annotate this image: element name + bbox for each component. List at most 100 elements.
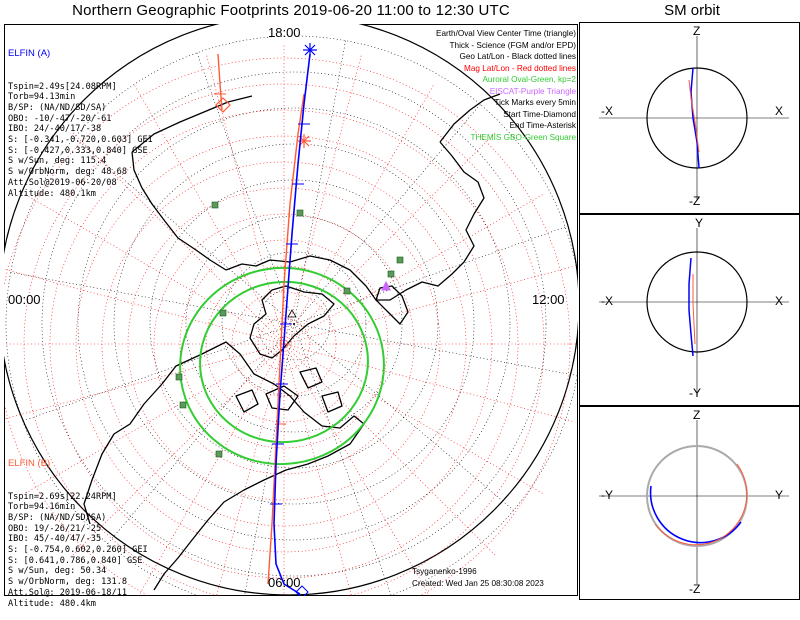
legend-entry: Earth/Oval View Center Time (triangle) — [436, 29, 576, 38]
elfin-a-info-line: OBO: -10/-47/-20/-61 — [8, 113, 112, 124]
mag-grid-meridian — [24, 343, 285, 495]
sm-yz-left: -Y — [601, 488, 613, 502]
elfin-a-end-asterisk — [303, 43, 317, 57]
elfin-a-ticks — [270, 123, 310, 505]
elfin-a-info-line: Torb=94.13min — [8, 92, 76, 103]
geo-grid-meridian — [244, 323, 295, 596]
elfin-a-info-line: Altitude: 480.1km — [8, 188, 96, 199]
elfin-b-start-diamond — [215, 97, 231, 113]
geo-grid-meridian — [293, 323, 578, 376]
eiscat-triangle — [381, 280, 391, 291]
elfin-a-info-line: Tspin=2.49s[24.08RPM] — [8, 81, 117, 92]
geo-grid-meridian — [293, 323, 516, 512]
elfin-b-info-line: Att.Sol@: 2019-06-18/11 — [8, 587, 127, 598]
geo-grid-circle — [41, 71, 547, 577]
sm-xz-bottom: -Z — [689, 194, 701, 208]
sm-yz-right: Y — [775, 488, 784, 502]
geo-grid-circle — [113, 143, 475, 505]
geo-grid-meridian — [8, 271, 295, 325]
mag-grid-meridian — [4, 268, 285, 345]
elfin-a-info-line: S w/OrbNorm, deg: 48.68 — [8, 167, 127, 178]
sm-xz-top: Z — [693, 24, 701, 38]
geo-grid-meridian — [293, 226, 568, 325]
elfin-b-info-line: S: [0.641,0.786,0.840] GSE — [8, 555, 143, 566]
mag-grid-meridian — [283, 84, 435, 345]
mag-grid-meridian — [206, 54, 285, 345]
mag-grid-circle — [231, 291, 337, 397]
elfin-b-info-line: B/SP: (NA/ND/SD/SA) — [8, 512, 107, 523]
elfin-b-info-line: S w/Sun, deg: 50.34 — [8, 566, 107, 577]
legend-entry: Geo Lat/Lon - Black dotted lines — [459, 52, 576, 61]
elfin-b-lines: Tspin=2.69s[22.24RPM] Torb=94.16min B/SP: … — [8, 492, 148, 610]
elfin-b-info-line: Altitude: 480.4km — [8, 598, 96, 609]
elfin-a-info-line: S: [-0.341,-0.720,0.603] GEI — [8, 135, 153, 146]
elfin-b-header: ELFIN (B) — [8, 458, 51, 470]
geo-grid-meridian — [293, 38, 347, 325]
scandinavia-coast — [375, 285, 409, 325]
sm-xy-left: -X — [601, 294, 613, 308]
arctic-islands — [235, 367, 343, 413]
elfin-a-lines: Tspin=2.49s[24.08RPM] Torb=94.13min B/SP: … — [8, 82, 153, 200]
legend-entry: End Time-Asterisk — [509, 121, 576, 130]
map-label-top: 18:00 — [268, 25, 301, 40]
mag-grid-meridian — [4, 343, 285, 420]
elfin-b-info-line: Torb=94.16min — [8, 502, 76, 513]
elfin-a-info-line: S w/Sun, deg: 115.4 — [8, 156, 107, 167]
mag-grid-meridian — [283, 131, 497, 345]
elfin-a-info-line: IBO: 24/-40/17/-38 — [8, 124, 102, 135]
sm-panel-xy: Y -Y -X X — [579, 214, 800, 406]
geo-grid-meridian — [72, 136, 295, 325]
sm-xy-right: X — [775, 294, 784, 308]
east-asia-coast — [131, 95, 253, 153]
mag-grid-meridian — [71, 131, 285, 345]
alaska-coast — [83, 383, 163, 525]
map-label-right: 12:00 — [532, 292, 565, 307]
created-timestamp: Created: Wed Jan 25 08:30:08 2023 — [412, 578, 544, 588]
mag-grid-circle — [49, 109, 519, 579]
sm-yz-bottom: -Z — [689, 582, 701, 596]
sm-orbit-title: SM orbit — [664, 2, 720, 19]
map-legend: Earth/Oval View Center Time (triangle) Th… — [436, 28, 576, 143]
sm-xy-bottom: -Y — [689, 386, 701, 400]
elfin-a-track — [273, 53, 311, 595]
mag-grid-meridian — [138, 343, 285, 596]
mag-grid-meridian — [283, 266, 574, 345]
geo-grid-meridian — [106, 323, 295, 546]
sm-xz-left: -X — [601, 104, 613, 118]
view-center-triangle — [287, 309, 297, 318]
geo-grid-meridian — [20, 323, 295, 422]
elfin-a-header: ELFIN (A) — [8, 48, 51, 60]
map-label-left: 00:00 — [8, 292, 41, 307]
legend-entry: THEMIS GBO-Green Square — [470, 132, 576, 142]
geo-grid-circle — [77, 107, 511, 541]
mag-grid-meridian — [283, 343, 574, 422]
geo-grid-meridian — [196, 50, 295, 325]
mag-grid-meridian — [283, 343, 544, 495]
legend-entry: Start Time-Diamond — [503, 109, 576, 119]
mag-grid-meridian — [283, 54, 362, 345]
elfin-a-info-line: Att.Sol@2019-06-20/08 — [8, 177, 117, 188]
elfin-a-info-line: S: [-0.427,0.333,0.840] GSE — [8, 145, 148, 156]
mag-grid-meridian — [283, 193, 544, 345]
sm-xy-top: Y — [695, 216, 704, 230]
sm-panel-xz: Z -Z -X X — [579, 22, 800, 214]
legend-entry: Thick - Science (FGM and/or EPD) — [449, 40, 576, 50]
elfin-b-info-line: S: [-0.754,0.602,0.260] GEI — [8, 545, 148, 556]
eurasia-coast — [225, 141, 485, 301]
elfin-b-info-line: IBO: 45/-40/47/-35 — [8, 534, 102, 545]
sm-panel-yz: Z -Z -Y Y — [579, 406, 800, 600]
plot-title: Northern Geographic Footprints 2019-06-2… — [72, 2, 510, 19]
elfin-b-info: ELFIN (B) Tspin=2.69s[22.24RPM] Torb=94.1… — [8, 438, 148, 620]
model-name: Tsyganenko-1996 — [412, 567, 477, 576]
credits: Tsyganenko-1996 Created: Wed Jan 25 08:3… — [412, 566, 544, 589]
legend-entry: Tick Marks every 5min — [494, 98, 576, 107]
legend-entry: EISCAT-Purple Triangle — [489, 86, 576, 96]
mag-grid-circle — [179, 239, 389, 449]
geo-grid-meridian — [293, 323, 392, 596]
elfin-a-info-line: B/SP: (NA/ND/SD/SA) — [8, 102, 107, 113]
polar-footprint-map — [4, 24, 578, 596]
mag-grid-circle — [75, 135, 493, 553]
geo-grid-meridian — [293, 102, 482, 325]
asia-coast — [131, 151, 227, 271]
elfin-a-start-diamond — [295, 585, 309, 596]
